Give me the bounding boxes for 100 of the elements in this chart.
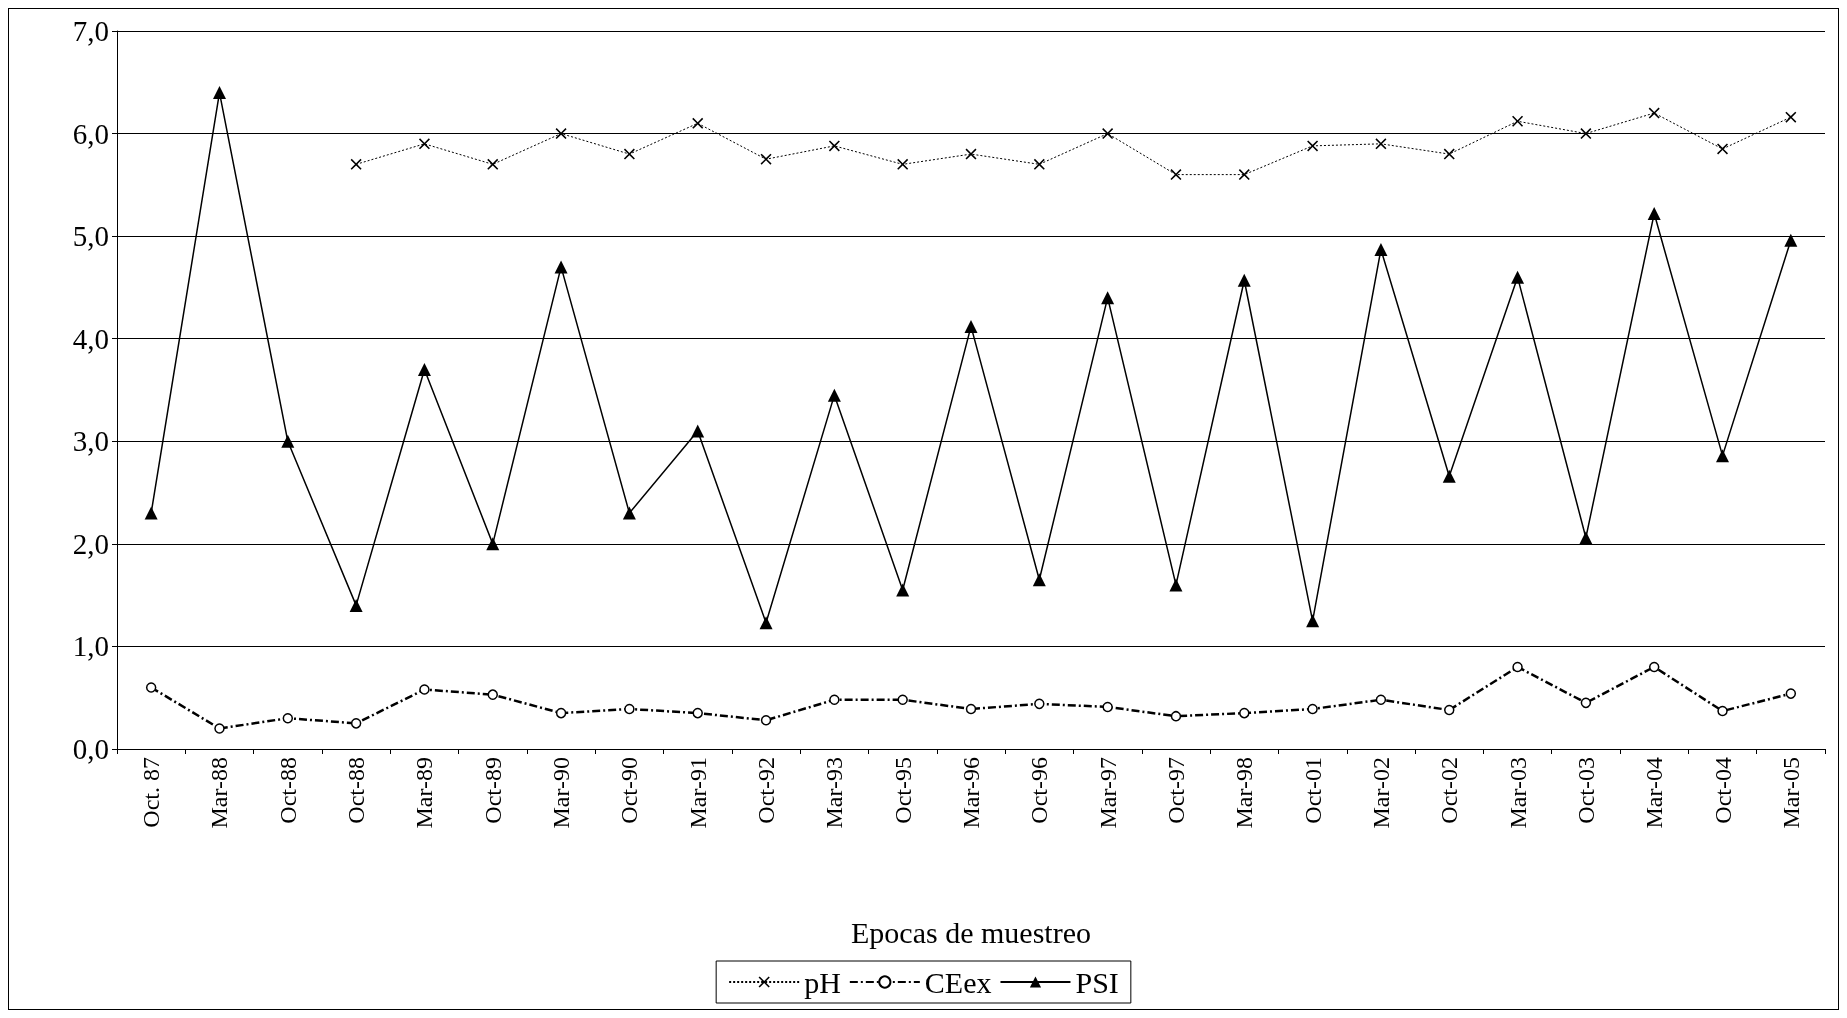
point xyxy=(1374,242,1388,256)
point xyxy=(760,715,772,726)
point xyxy=(1784,233,1798,247)
point xyxy=(623,148,635,160)
point xyxy=(1034,698,1045,710)
legend-label: PSI xyxy=(1075,965,1119,999)
point xyxy=(1648,107,1660,119)
x-tick-label: Oct-88 xyxy=(274,757,301,824)
point xyxy=(1032,573,1046,587)
x-tick-label: Mar-97 xyxy=(1094,757,1121,829)
point xyxy=(692,117,704,129)
x-tick-label: Oct-01 xyxy=(1299,757,1326,824)
x-axis-title: Epocas de muestreo xyxy=(851,915,1091,949)
point xyxy=(965,703,977,715)
point xyxy=(897,158,909,170)
point xyxy=(624,703,635,715)
point xyxy=(1170,169,1182,181)
point xyxy=(1375,138,1387,150)
point xyxy=(555,128,567,140)
point xyxy=(1443,148,1455,160)
point xyxy=(1580,128,1592,140)
point xyxy=(349,598,363,612)
point xyxy=(622,506,636,520)
x-tick-label: Mar-04 xyxy=(1641,757,1668,829)
point xyxy=(1511,270,1525,284)
point xyxy=(1579,531,1593,545)
point xyxy=(897,694,908,706)
point xyxy=(281,434,295,448)
point xyxy=(212,86,226,100)
point xyxy=(1033,158,1045,170)
legend-label: CEex xyxy=(924,965,992,999)
point xyxy=(1239,707,1250,719)
point xyxy=(144,506,158,520)
point xyxy=(1170,710,1182,722)
point xyxy=(1647,207,1661,221)
point xyxy=(419,684,430,695)
x-tick-label: Oct-97 xyxy=(1162,757,1189,824)
x-tick-label: Mar-96 xyxy=(958,757,984,829)
x-tick-label: Mar-89 xyxy=(411,757,438,829)
y-tick-label: 4,0 xyxy=(72,322,109,355)
point xyxy=(1716,449,1730,463)
point xyxy=(829,694,840,706)
point xyxy=(555,707,567,719)
x-tick-label: Oct. 87 xyxy=(138,757,165,828)
point xyxy=(1102,701,1113,713)
y-tick-label: 2,0 xyxy=(72,527,109,560)
x-tick-label: Oct-04 xyxy=(1709,757,1736,824)
x-tick-label: Mar-91 xyxy=(684,757,711,829)
point xyxy=(214,723,225,734)
y-tick-label: 1,0 xyxy=(72,630,109,663)
point xyxy=(486,537,500,551)
y-tick-label: 3,0 xyxy=(72,425,109,458)
x-tick-label: Mar-90 xyxy=(548,757,575,829)
x-tick-label: Oct-02 xyxy=(1436,757,1463,824)
point xyxy=(1169,578,1183,592)
x-tick-label: Mar-03 xyxy=(1504,757,1531,829)
x-tick-label: Mar-93 xyxy=(821,757,848,829)
point xyxy=(1442,469,1456,483)
x-tick-label: Oct-90 xyxy=(616,757,643,824)
legend-label: pH xyxy=(804,965,841,999)
point xyxy=(1580,697,1592,709)
point xyxy=(487,158,499,170)
point xyxy=(692,707,703,719)
point xyxy=(487,689,499,700)
point xyxy=(554,260,568,274)
y-tick-label: 0,0 xyxy=(72,733,109,765)
x-tick-label: Oct-96 xyxy=(1026,757,1053,824)
point xyxy=(1306,614,1320,628)
x-tick-label: Mar-98 xyxy=(1231,757,1258,829)
point xyxy=(1101,291,1115,305)
point xyxy=(417,362,431,376)
point xyxy=(418,138,430,150)
point xyxy=(1238,169,1250,181)
point xyxy=(1307,140,1319,152)
point xyxy=(1785,111,1797,123)
point xyxy=(145,682,157,693)
point xyxy=(1307,703,1318,715)
point xyxy=(1375,694,1387,706)
point xyxy=(691,424,705,438)
point xyxy=(1648,661,1660,673)
point xyxy=(964,319,978,333)
x-tick-label: Mar-02 xyxy=(1367,757,1394,829)
point xyxy=(1444,704,1455,716)
y-tick-label: 6,0 xyxy=(72,117,109,150)
point xyxy=(965,148,977,160)
point xyxy=(760,153,772,165)
point xyxy=(1785,688,1797,699)
point xyxy=(350,158,362,170)
point xyxy=(1237,273,1251,287)
x-tick-label: Oct-95 xyxy=(889,757,916,824)
point xyxy=(828,140,840,152)
point xyxy=(759,616,773,630)
x-tick-label: Oct-88 xyxy=(343,757,370,824)
x-tick-label: Oct-92 xyxy=(753,757,780,824)
x-tick-label: Oct-89 xyxy=(479,757,506,824)
point xyxy=(282,712,294,724)
x-tick-label: Mar-05 xyxy=(1777,757,1804,829)
point xyxy=(896,583,910,597)
point xyxy=(1102,128,1114,140)
point xyxy=(827,388,841,402)
